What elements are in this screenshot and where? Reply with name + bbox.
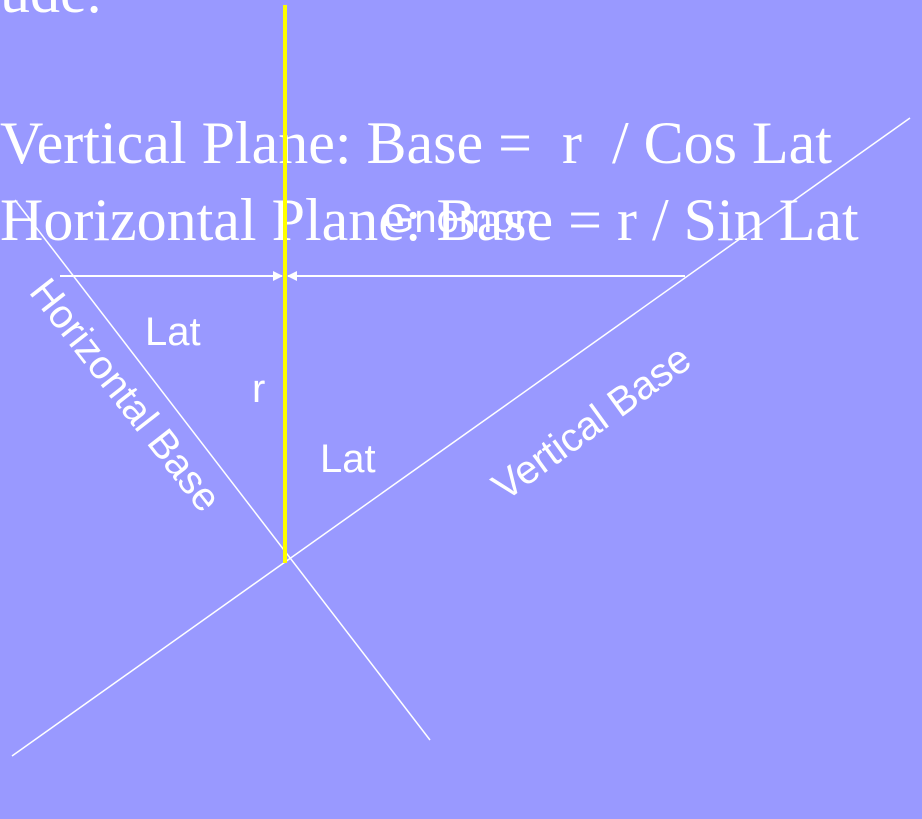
partial-heading: ude. [0, 0, 102, 25]
vertical-base-line [11, 117, 911, 757]
horizontal-base-line [14, 199, 431, 741]
angle-label: Lat [145, 310, 201, 354]
r-label: r [252, 367, 265, 411]
formula: Horizontal Plane: Base = r / Sin Lat [0, 187, 859, 253]
formula: Vertical Plane: Base = r / Cos Lat [0, 110, 832, 176]
gnomon-label: Gnomon [383, 197, 536, 241]
angle-label: Lat [320, 437, 376, 481]
